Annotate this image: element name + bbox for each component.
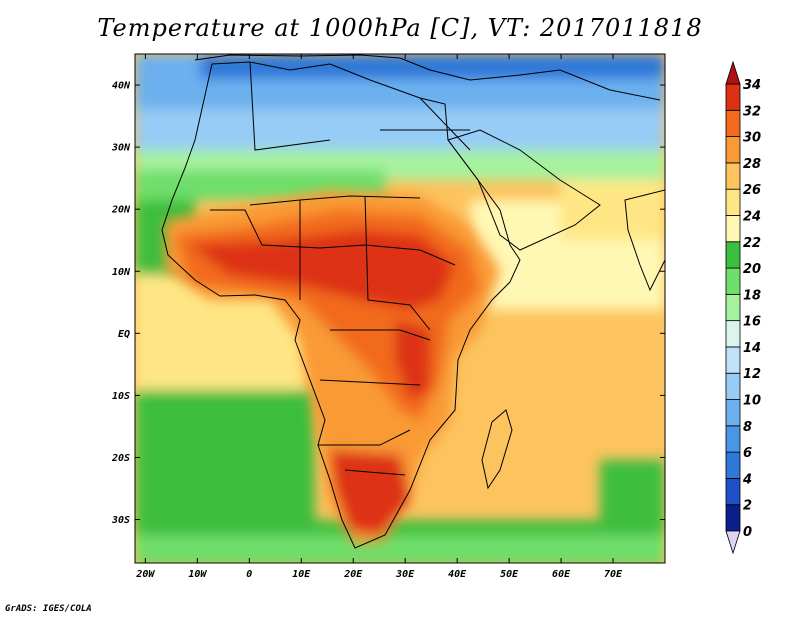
- colorbar-label: 0: [743, 525, 752, 540]
- colorbar-swatch: [725, 162, 741, 190]
- lat-label: 30S: [111, 515, 130, 526]
- colorbar-swatch: [725, 241, 741, 269]
- lat-label: 10N: [112, 267, 131, 278]
- lat-label: 10S: [112, 391, 130, 402]
- colorbar-swatch: [725, 293, 741, 322]
- colorbar-label: 14: [743, 341, 761, 356]
- colorbar-swatch: [725, 83, 741, 111]
- lon-label: 70E: [604, 569, 623, 580]
- colorbar-swatch: [725, 188, 741, 216]
- colorbar-swatch: [725, 109, 741, 137]
- lon-label: 40E: [448, 569, 467, 580]
- colorbar-swatch: [725, 399, 741, 427]
- colorbar-label: 12: [743, 367, 761, 382]
- lon-label: 20E: [343, 569, 363, 580]
- colorbar-label: 4: [742, 472, 752, 487]
- colorbar-label: 24: [743, 209, 761, 224]
- colorbar-over-triangle: [725, 60, 741, 85]
- lat-label: EQ: [118, 329, 130, 340]
- colorbar-label: 28: [743, 157, 761, 172]
- lat-label: 30N: [111, 143, 131, 154]
- colorbar-swatch: [725, 215, 741, 243]
- colorbar-swatch: [725, 136, 741, 164]
- lon-label: 20W: [135, 569, 155, 580]
- chart-title: Temperature at 1000hPa [C], VT: 20170118…: [97, 14, 703, 42]
- lon-label: 60E: [552, 569, 571, 580]
- colorbar-swatch: [725, 504, 741, 532]
- map-frame: [134, 53, 666, 564]
- latitude-axis: 40N 30N 20N 10N EQ 10S 20S 30S: [111, 81, 665, 526]
- lon-label: 0: [246, 569, 252, 580]
- colorbar-label: 34: [743, 78, 761, 93]
- colorbar-label: 6: [743, 446, 752, 461]
- lat-label: 40N: [112, 81, 131, 92]
- colorbar-swatch: [725, 372, 741, 400]
- lat-label: 20N: [111, 205, 131, 216]
- colorbar-label: 16: [743, 315, 761, 330]
- lat-label: 20S: [111, 453, 130, 464]
- colorbar-label: 22: [743, 236, 761, 251]
- colorbar-swatch: [725, 478, 741, 506]
- credit-text: GrADS: IGES/COLA: [5, 604, 92, 614]
- colorbar-label: 10: [743, 394, 761, 409]
- colorbar-label: 32: [743, 104, 761, 119]
- colorbar-label: 8: [743, 420, 752, 435]
- colorbar-swatch: [725, 346, 741, 374]
- temperature-field: [135, 54, 665, 563]
- coastlines: [161, 54, 665, 549]
- colorbar-label: 26: [743, 183, 761, 198]
- lon-label: 30E: [395, 569, 415, 580]
- lon-label: 50E: [500, 569, 519, 580]
- colorbar-label: 30: [743, 131, 761, 146]
- colorbar-swatch: [725, 425, 741, 453]
- colorbar-label: 18: [743, 288, 761, 303]
- colorbar-label: 20: [743, 262, 761, 277]
- colorbar-swatch: [725, 320, 741, 348]
- lon-label: 10E: [292, 569, 311, 580]
- longitude-axis: 20W 10W 0 10E 20E 30E 40E 50E 60E 70E: [135, 54, 623, 580]
- colorbar-label: 2: [743, 499, 752, 514]
- colorbar-swatch: [725, 451, 741, 479]
- colorbar-swatch: [725, 267, 741, 295]
- lon-label: 10W: [188, 569, 207, 580]
- colorbar-under-triangle: [725, 530, 741, 555]
